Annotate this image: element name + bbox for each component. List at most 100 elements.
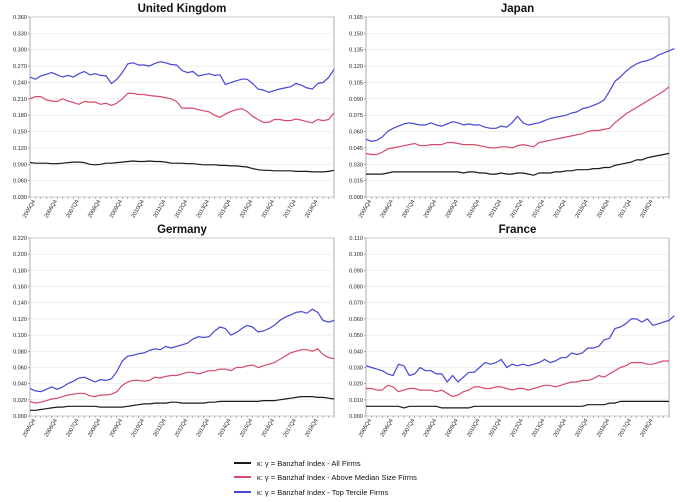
x-tick-label: 2018Q4 bbox=[639, 418, 654, 438]
y-tick-label: 0.030 bbox=[349, 162, 363, 168]
y-tick-label: 0.020 bbox=[349, 382, 363, 388]
x-tick-label: 2013Q4 bbox=[531, 199, 546, 219]
x-tick-label: 2009Q4 bbox=[445, 418, 460, 438]
y-tick-label: 0.075 bbox=[349, 113, 363, 119]
y-tick-label: 0.165 bbox=[349, 15, 363, 21]
legend-item-top-tercile: κ: γ = Banzhaf Index - Top Tercile Firms bbox=[234, 485, 388, 499]
panel-title: France bbox=[499, 224, 537, 236]
series-line-all-firms bbox=[30, 396, 335, 411]
x-tick-label: 2014Q4 bbox=[217, 418, 232, 438]
y-tick-label: 0.090 bbox=[349, 268, 363, 274]
y-tick-label: 0.360 bbox=[13, 15, 27, 21]
plot-frame bbox=[29, 237, 335, 417]
x-tick-label: 2010Q4 bbox=[466, 418, 481, 438]
y-tick-label: 0.050 bbox=[349, 333, 363, 339]
legend-item-all-firms: κ: γ = Banzhaf Index - All Firms bbox=[234, 456, 361, 470]
y-tick-label: 0.070 bbox=[349, 301, 363, 307]
y-tick-label: 0.140 bbox=[13, 301, 27, 307]
x-tick-label: 2016Q4 bbox=[261, 199, 276, 219]
y-tick-label: 0.060 bbox=[13, 365, 27, 371]
x-tick-label: 2007Q4 bbox=[401, 418, 416, 438]
x-tick-label: 2007Q4 bbox=[401, 199, 416, 219]
y-tick-label: 0.135 bbox=[349, 48, 363, 54]
y-tick-label: 0.120 bbox=[13, 317, 27, 323]
x-tick-label: 2017Q4 bbox=[618, 418, 633, 438]
x-tick-label: 2014Q4 bbox=[217, 199, 232, 219]
y-tick-label: 0.220 bbox=[13, 236, 27, 242]
x-tick-label: 2015Q4 bbox=[574, 418, 589, 438]
legend-item-above-median: κ: γ = Banzhaf Index - Above Median Size… bbox=[234, 470, 417, 484]
x-tick-label: 2014Q4 bbox=[553, 418, 568, 438]
y-tick-label: 0.030 bbox=[349, 365, 363, 371]
panel-title: Germany bbox=[157, 224, 207, 236]
y-tick-label: 0.000 bbox=[13, 414, 27, 420]
x-tick-label: 2008Q4 bbox=[87, 418, 102, 438]
series-line-top-tercile bbox=[29, 61, 335, 93]
x-tick-label: 2016Q4 bbox=[596, 418, 611, 438]
x-tick-label: 2005Q4 bbox=[22, 199, 37, 219]
x-tick-label: 2011Q4 bbox=[488, 418, 503, 438]
x-tick-label: 2014Q4 bbox=[553, 199, 568, 219]
series-line-above-median bbox=[29, 348, 335, 404]
y-tick-label: 0.160 bbox=[13, 285, 27, 291]
y-tick-label: 0.080 bbox=[13, 349, 27, 355]
panel-france: France 0.000 0.010 0.020 0.030 0.040 0.050 0.06… bbox=[349, 224, 675, 438]
x-tick-label: 2011Q4 bbox=[153, 199, 168, 219]
y-tick-label: 0.150 bbox=[349, 31, 363, 37]
x-tick-label: 2006Q4 bbox=[380, 418, 395, 438]
x-tick-label: 2017Q4 bbox=[283, 418, 298, 438]
legend-swatch-top-tercile bbox=[234, 491, 251, 493]
legend-swatch-all-firms bbox=[234, 462, 251, 464]
x-tick-label: 2005Q4 bbox=[358, 199, 373, 219]
x-tick-label: 2008Q4 bbox=[423, 418, 438, 438]
series-line-above-median bbox=[366, 360, 669, 398]
x-tick-label: 2009Q4 bbox=[445, 199, 460, 219]
x-tick-label: 2005Q4 bbox=[358, 418, 373, 438]
y-tick-label: 0.180 bbox=[13, 113, 27, 119]
x-tick-label: 2008Q4 bbox=[423, 199, 438, 219]
x-tick-label: 2017Q4 bbox=[283, 199, 298, 219]
x-tick-label: 2017Q4 bbox=[618, 199, 633, 219]
plot-frame bbox=[365, 237, 670, 417]
plot-frame bbox=[29, 16, 335, 198]
x-tick-label: 2018Q4 bbox=[304, 418, 319, 438]
x-tick-label: 2010Q4 bbox=[131, 199, 146, 219]
y-tick-label: 0.090 bbox=[349, 97, 363, 103]
x-tick-label: 2015Q4 bbox=[239, 418, 254, 438]
x-tick-label: 2013Q4 bbox=[196, 199, 211, 219]
panel-united-kingdom: United Kingdom 0.030 0.060 0.090 0.120 0.150 0… bbox=[13, 3, 335, 219]
legend-label-all-firms: κ: γ = Banzhaf Index - All Firms bbox=[257, 458, 361, 468]
x-tick-label: 2006Q4 bbox=[44, 199, 59, 219]
y-tick-label: 0.105 bbox=[349, 80, 363, 86]
plot-frame bbox=[365, 16, 670, 198]
x-tick-label: 2016Q4 bbox=[596, 199, 611, 219]
x-tick-label: 2016Q4 bbox=[261, 418, 276, 438]
y-tick-label: 0.120 bbox=[349, 64, 363, 70]
y-tick-label: 0.270 bbox=[13, 64, 27, 70]
x-tick-label: 2009Q4 bbox=[109, 418, 124, 438]
x-tick-label: 2007Q4 bbox=[65, 199, 80, 219]
y-tick-label: 0.240 bbox=[13, 80, 27, 86]
series-line-top-tercile bbox=[365, 48, 675, 142]
y-tick-label: 0.330 bbox=[13, 31, 27, 37]
x-tick-label: 2013Q4 bbox=[531, 418, 546, 438]
y-tick-label: 0.100 bbox=[349, 252, 363, 258]
y-tick-label: 0.200 bbox=[13, 252, 27, 258]
y-tick-label: 0.045 bbox=[349, 146, 363, 152]
y-tick-label: 0.020 bbox=[13, 398, 27, 404]
series-line-above-median bbox=[29, 92, 335, 124]
x-tick-label: 2009Q4 bbox=[109, 199, 124, 219]
x-tick-label: 2006Q4 bbox=[44, 418, 59, 438]
legend-swatch-above-median bbox=[234, 476, 251, 478]
y-tick-label: 0.100 bbox=[13, 333, 27, 339]
y-tick-label: 0.040 bbox=[13, 382, 27, 388]
x-tick-label: 2018Q4 bbox=[304, 199, 319, 219]
y-tick-label: 0.015 bbox=[349, 179, 363, 185]
x-tick-label: 2013Q4 bbox=[196, 418, 211, 438]
x-tick-label: 2015Q4 bbox=[574, 199, 589, 219]
panel-title: United Kingdom bbox=[138, 3, 227, 15]
y-tick-label: 0.030 bbox=[13, 195, 27, 201]
y-tick-label: 0.150 bbox=[13, 130, 27, 136]
y-tick-label: 0.120 bbox=[13, 146, 27, 152]
